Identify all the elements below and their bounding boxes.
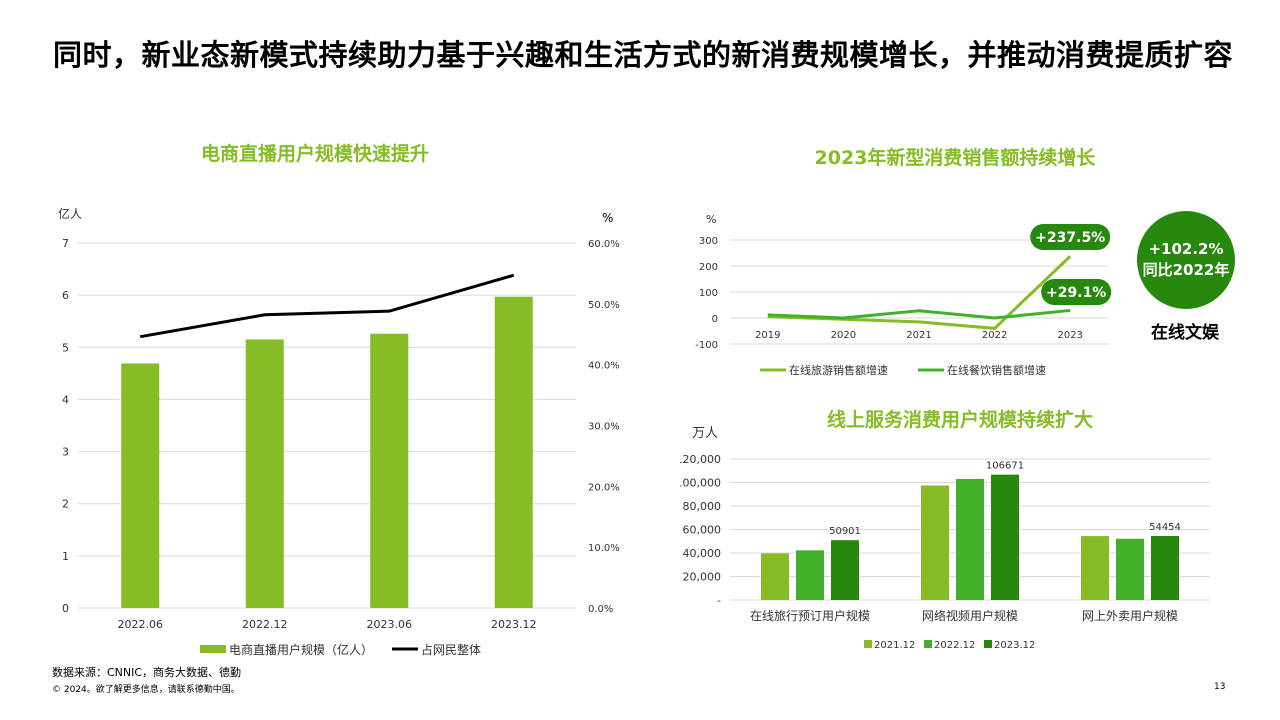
chart3-y-tick: - bbox=[717, 594, 721, 607]
chart1-bar bbox=[121, 363, 160, 608]
chart2-title: 2023年新型消费销售额持续增长 bbox=[814, 147, 1096, 169]
chart3-x-tick: 网络视频用户规模 bbox=[922, 608, 1018, 623]
chart3-y-axis-label: 万人 bbox=[692, 426, 718, 441]
chart1-y-tick: 2 bbox=[62, 498, 69, 511]
chart2-x-tick: 2021 bbox=[906, 330, 931, 341]
chart1-bar bbox=[370, 333, 409, 608]
growth-highlight-caption: 在线文娱 bbox=[1151, 323, 1219, 343]
chart1-y-tick: 5 bbox=[62, 341, 69, 354]
chart3-y-tick: 40,000 bbox=[683, 547, 722, 560]
chart1-y-tick: 0 bbox=[62, 602, 69, 615]
chart2-y-tick: 0 bbox=[712, 314, 718, 325]
chart1-legend-label-line: 占网民整体 bbox=[421, 642, 481, 657]
chart2-y-tick: 200 bbox=[699, 262, 718, 273]
livestream-chart: 亿人 % 0 1 2 3 4 5 6 7 0.0% 10.0% 20.0% 30.0% 40.0% 50.0%… bbox=[58, 206, 620, 657]
chart1-y2-tick: 50.0% bbox=[588, 300, 620, 311]
chart3-bar bbox=[1151, 536, 1179, 600]
chart3-data-label: 50901 bbox=[829, 526, 861, 537]
chart2-annotation-badge-1 bbox=[1041, 279, 1112, 305]
chart1-x-tick: 2023.06 bbox=[367, 618, 413, 631]
chart3-y-tick: 120,000 bbox=[680, 453, 721, 466]
chart1-y-tick: 4 bbox=[62, 393, 69, 406]
chart3-legend-label: 2023.12 bbox=[994, 640, 1035, 651]
chart1-x-tick: 2022.06 bbox=[118, 618, 164, 631]
chart3-legend-swatch bbox=[984, 640, 992, 648]
chart3-bar bbox=[761, 553, 789, 600]
chart3-title: 线上服务消费用户规模持续扩大 bbox=[826, 409, 1093, 431]
chart1-x-tick: 2022.12 bbox=[242, 618, 288, 631]
chart3-x-tick: 在线旅行预订用户规模 bbox=[750, 608, 870, 623]
chart1-y-axis-label: 亿人 bbox=[58, 206, 82, 221]
chart1-y2-tick: 40.0% bbox=[588, 361, 620, 372]
chart1-legend-swatch-bar bbox=[200, 645, 226, 653]
chart3-y-tick: 100,000 bbox=[680, 477, 721, 490]
chart3-bar bbox=[1081, 536, 1109, 600]
chart3-y-tick: 80,000 bbox=[683, 500, 722, 513]
chart3-bar bbox=[1116, 538, 1144, 600]
chart1-legend-label-bar: 电商直播用户规模（亿人） bbox=[229, 642, 373, 657]
chart3-bar bbox=[956, 478, 984, 600]
chart1-y2-tick: 20.0% bbox=[588, 482, 620, 493]
online-services-chart: 万人 - 20,000 40,000 60,000 80,000 100,000 120,00… bbox=[680, 426, 1210, 651]
chart1-y2-tick: 10.0% bbox=[588, 543, 620, 554]
chart1-bar bbox=[494, 296, 533, 608]
chart3-bar bbox=[796, 550, 824, 600]
chart3-y-tick: 60,000 bbox=[683, 524, 722, 537]
chart1-y2-axis-label: % bbox=[602, 211, 613, 225]
chart2-y-tick: 300 bbox=[699, 236, 718, 247]
chart3-y-tick: 20,000 bbox=[683, 571, 722, 584]
page-number: 13 bbox=[1214, 682, 1226, 692]
chart2-y-tick: -100 bbox=[695, 340, 718, 351]
new-consumption-chart: % -100 0 100 200 300 2019 2020 2021 2022 2023 +237.… bbox=[695, 213, 1112, 377]
copyright-note: © 2024。欲了解更多信息，请联系德勤中国。 bbox=[52, 685, 240, 695]
chart2-annotation-label-0: +237.5% bbox=[1035, 230, 1105, 246]
chart1-y2-tick: 0.0% bbox=[588, 604, 613, 615]
chart3-bar bbox=[831, 540, 859, 600]
chart3-legend-swatch bbox=[924, 640, 932, 648]
chart1-y-tick: 1 bbox=[62, 550, 69, 563]
chart3-data-label: 106671 bbox=[986, 461, 1024, 472]
chart3-legend-label: 2021.12 bbox=[874, 640, 915, 651]
chart1-title: 电商直播用户规模快速提升 bbox=[200, 143, 429, 165]
data-source-note: 数据来源：CNNIC，商务大数据、德勤 bbox=[52, 666, 242, 679]
chart3-bar bbox=[921, 485, 949, 600]
chart2-annotation-badge-0 bbox=[1030, 224, 1111, 250]
chart2-y-tick: 100 bbox=[699, 288, 718, 299]
chart3-bar bbox=[991, 474, 1019, 600]
chart3-x-tick: 网上外卖用户规模 bbox=[1082, 608, 1178, 623]
chart3-data-label: 54454 bbox=[1149, 522, 1181, 533]
chart1-y-tick: 7 bbox=[62, 237, 69, 250]
chart2-series-line-1 bbox=[767, 308, 1071, 320]
chart2-x-tick: 2023 bbox=[1057, 330, 1082, 341]
chart1-y-tick: 6 bbox=[62, 289, 69, 302]
chart1-y-tick: 3 bbox=[62, 446, 69, 459]
chart3-legend-swatch bbox=[864, 640, 872, 648]
chart1-y2-tick: 60.0% bbox=[588, 239, 620, 250]
chart2-x-tick: 2020 bbox=[831, 330, 856, 341]
chart2-y-axis-label: % bbox=[706, 213, 716, 226]
chart2-legend-label-0: 在线旅游销售额增速 bbox=[789, 363, 888, 377]
growth-highlight-value: +102.2% bbox=[1148, 240, 1224, 258]
chart2-annotation-label-1: +29.1% bbox=[1046, 285, 1106, 301]
chart1-bar bbox=[245, 339, 284, 608]
chart2-legend-label-1: 在线餐饮销售额增速 bbox=[947, 363, 1046, 377]
chart1-series-line bbox=[139, 273, 515, 339]
chart2-x-tick: 2022 bbox=[982, 330, 1007, 341]
growth-highlight-circle: +102.2% 同比2022年 bbox=[1137, 211, 1235, 309]
chart1-x-tick: 2023.12 bbox=[491, 618, 537, 631]
chart1-y2-tick: 30.0% bbox=[588, 422, 620, 433]
chart2-x-tick: 2019 bbox=[755, 330, 780, 341]
growth-highlight-note: 同比2022年 bbox=[1142, 261, 1230, 279]
page-title: 同时，新业态新模式持续助力基于兴趣和生活方式的新消费规模增长，并推动消费提质扩容 bbox=[53, 38, 1234, 72]
chart3-legend-label: 2022.12 bbox=[934, 640, 975, 651]
